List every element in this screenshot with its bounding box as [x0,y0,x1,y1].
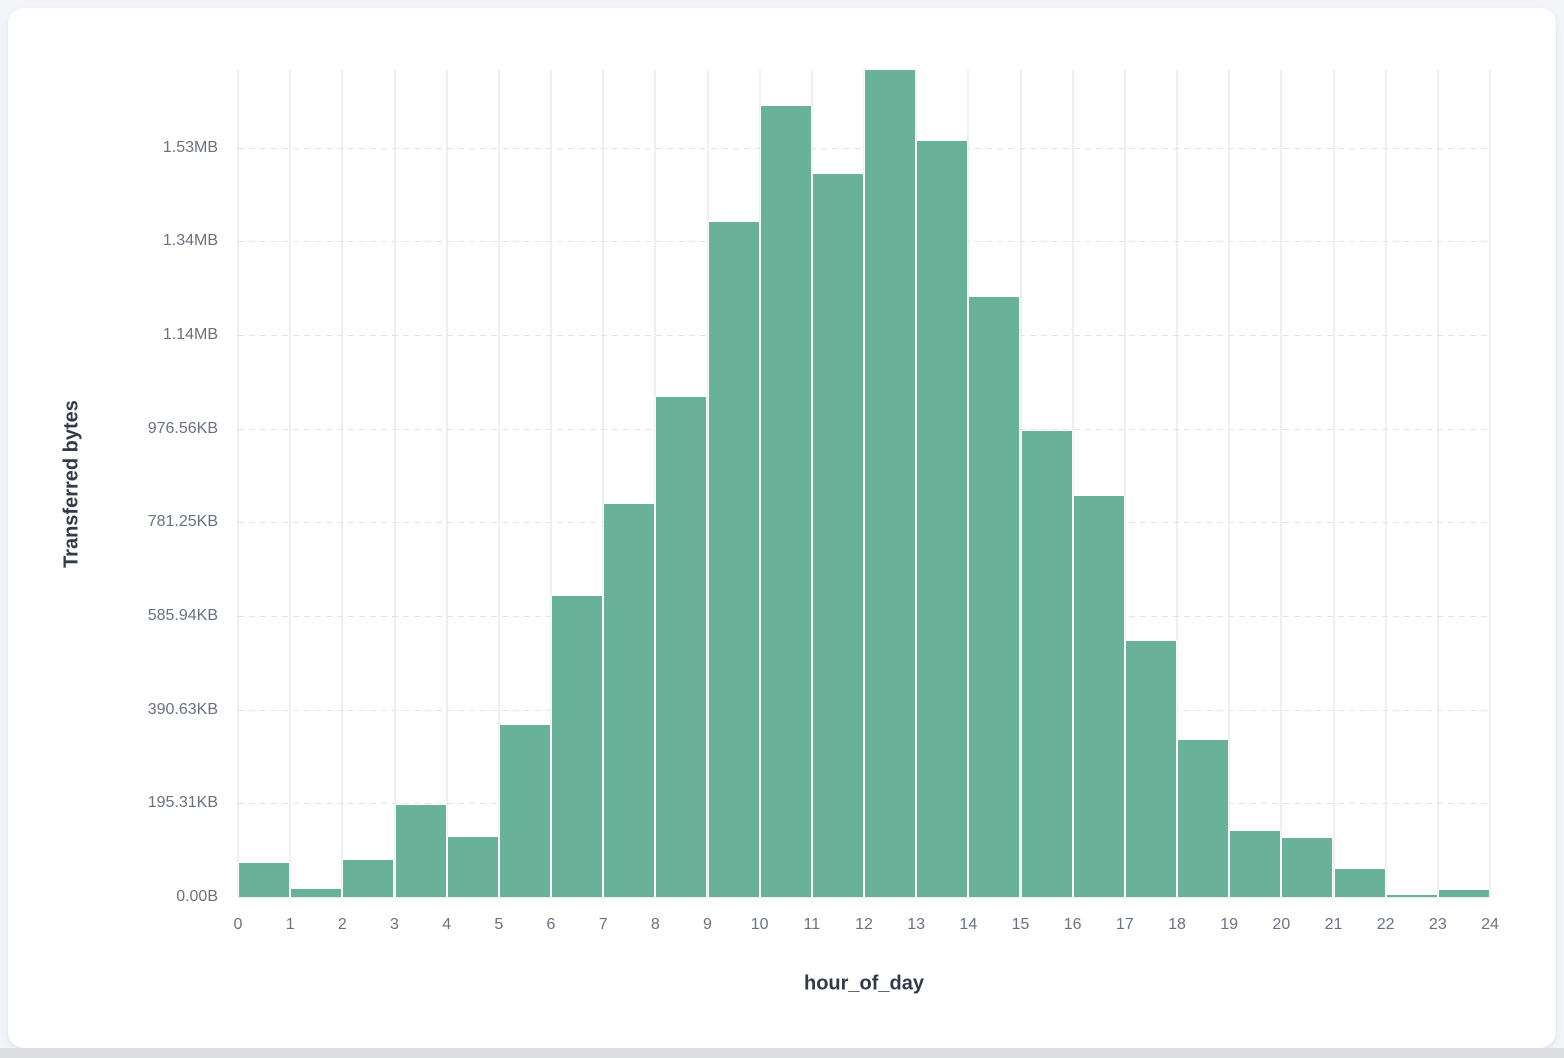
x-axis-tick-label: 7 [598,916,608,933]
vertical-gridline [1176,70,1178,897]
histogram-bar-hour-7[interactable] [603,503,656,897]
histogram-bar-hour-13[interactable] [916,141,969,897]
x-axis-tick-label: 13 [907,916,926,933]
histogram-bar-hour-5[interactable] [498,724,551,897]
x-axis-tick-label: 16 [1063,916,1082,933]
y-axis-tick-label: 390.63KB [147,700,218,718]
y-axis-tick-label: 781.25KB [147,513,218,531]
plot-area: 0.00B 195.31KB 390.63KB 585.94KB 781.25KB 976… [148,70,1499,933]
chart-card: 0.00B 195.31KB 390.63KB 585.94KB 781.25KB 976… [8,8,1556,1048]
x-axis-tick-label: 1 [285,916,295,933]
x-axis-tick-label: 2 [337,916,347,933]
y-axis-title: Transferred bytes [60,400,83,568]
x-axis-tick-label: 3 [390,916,399,933]
vertical-gridline [393,70,396,897]
y-axis-tick-label: 1.14MB [162,326,218,344]
y-axis-tick-label: 195.31KB [147,794,218,812]
histogram-bar-hour-9[interactable] [707,221,760,897]
vertical-gridline [602,70,605,897]
x-axis-tick-label: 5 [494,916,504,933]
histogram-bar-hour-16[interactable] [1072,495,1125,897]
x-axis-tick-label: 23 [1428,916,1447,933]
histogram-bar-hour-17[interactable] [1124,640,1177,897]
vertical-gridline [1228,70,1231,897]
x-axis-tick-label: 18 [1168,916,1186,933]
x-axis-tick-label: 8 [650,916,660,933]
vertical-gridline [289,70,292,897]
x-axis-tick-label: 17 [1115,916,1134,933]
histogram-bar-hour-22[interactable] [1385,894,1438,897]
vertical-gridline [1332,70,1335,897]
x-axis-tick-label: 10 [750,916,769,933]
vertical-gridline [1123,70,1126,897]
vertical-gridline [497,70,500,897]
histogram-bar-hour-11[interactable] [811,174,864,897]
histogram-bar-hour-20[interactable] [1281,838,1334,897]
histogram-bar-hour-6[interactable] [551,595,604,897]
histogram-bar-hour-0[interactable] [238,862,291,897]
histogram-bar-hour-23[interactable] [1437,889,1490,897]
y-axis-tick-label: 976.56KB [147,419,218,437]
histogram-bar-hour-1[interactable] [290,888,343,897]
vertical-gridline [1071,70,1074,897]
x-axis-tick-label: 11 [803,916,821,933]
histogram-bar-hour-4[interactable] [446,837,499,897]
x-axis-tick-label: 6 [546,916,556,933]
histogram-bar-hour-3[interactable] [394,804,447,897]
vertical-gridline [1384,70,1387,897]
x-axis-tick-label: 9 [703,916,712,933]
x-axis-tick-label: 4 [442,916,452,933]
x-axis-tick-label: 12 [855,916,873,933]
histogram-bar-hour-12[interactable] [864,70,917,897]
vertical-gridline [550,70,552,897]
bottom-edge-strip [0,1048,1564,1058]
histogram-bar-hour-14[interactable] [968,296,1021,897]
x-axis-tick-label: 21 [1324,916,1343,933]
vertical-gridline [341,70,344,897]
x-axis-tick-label: 22 [1376,916,1395,933]
x-axis-tick-label: 20 [1272,916,1291,933]
x-axis-tick-label: 14 [959,916,978,933]
x-axis-tick-label: 19 [1220,916,1239,933]
histogram-bar-hour-2[interactable] [342,859,395,897]
y-axis-tick-label: 1.53MB [162,138,218,156]
x-axis-tick-label: 15 [1011,916,1030,933]
y-axis-tick-label: 0.00B [176,888,218,905]
histogram-bar-hour-19[interactable] [1229,830,1282,897]
histogram-bar-hour-21[interactable] [1333,869,1386,897]
vertical-gridline [1489,70,1491,897]
vertical-gridline [1280,70,1283,897]
y-axis-tick-label: 1.34MB [162,232,218,250]
vertical-gridline [237,70,239,897]
x-axis-tick-label: 24 [1481,916,1499,933]
histogram-bar-hour-15[interactable] [1020,430,1073,897]
vertical-gridline [1436,70,1439,897]
x-axis-tick-label: 0 [233,916,243,933]
x-axis-title: hour_of_day [803,972,925,995]
histogram-bar-hour-8[interactable] [655,397,708,897]
histogram-bar-hour-10[interactable] [759,106,812,897]
x-axis-line [238,897,1490,898]
y-axis-tick-label: 585.94KB [147,607,218,625]
histogram-bar-hour-18[interactable] [1177,740,1230,897]
vertical-gridline [445,70,448,897]
